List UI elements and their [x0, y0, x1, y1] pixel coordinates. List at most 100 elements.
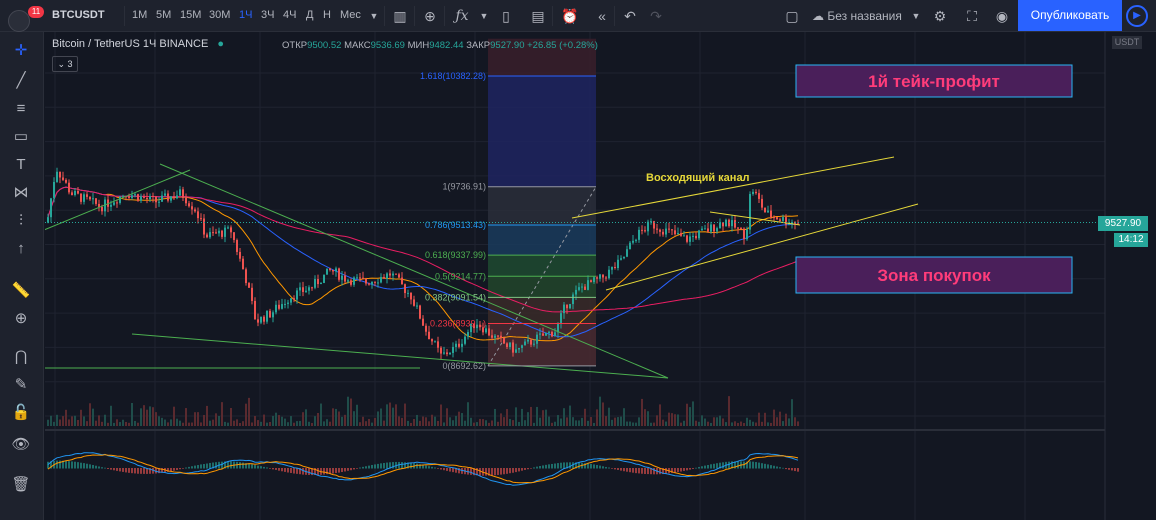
timeframe-week[interactable]: Н: [323, 9, 331, 21]
volume-bar: [707, 421, 709, 426]
candle-body: [335, 268, 337, 272]
magnet-icon[interactable]: ⋂: [14, 348, 28, 365]
pattern-icon[interactable]: ⋈: [13, 184, 29, 201]
publish-button[interactable]: Опубликовать: [1018, 0, 1122, 31]
rectangle-icon[interactable]: ▭: [13, 128, 29, 145]
play-icon[interactable]: ▶: [1126, 5, 1148, 27]
candle-body: [539, 333, 541, 335]
top-toolbar: 11 BTCUSDT 1М 5М 15М 30М 1Ч 3Ч 4Ч Д Н Ме…: [0, 0, 1156, 32]
candle-body: [170, 196, 172, 201]
volume-bar: [398, 416, 400, 426]
indicators-icon[interactable]: ƒx: [455, 8, 469, 24]
candle-body: [638, 229, 640, 240]
undo-icon[interactable]: ↶: [624, 8, 636, 24]
volume-bar: [428, 421, 430, 426]
volume-bar: [722, 418, 724, 426]
candle-body: [290, 298, 292, 303]
eye-icon[interactable]: 👁: [11, 436, 31, 453]
timeframe-4h[interactable]: 4Ч: [283, 9, 297, 21]
candle-body: [707, 228, 709, 232]
redo-icon[interactable]: ↷: [650, 8, 662, 24]
fullscreen-icon[interactable]: ⛶: [967, 8, 977, 24]
volume-bar: [227, 422, 229, 426]
text-icon[interactable]: T: [16, 156, 26, 173]
histogram-bar: [476, 468, 478, 476]
oscillator-pane: [47, 452, 799, 486]
volume-bar: [167, 422, 169, 426]
candle-body: [431, 339, 433, 342]
volume-bar: [245, 403, 247, 426]
templates-icon[interactable]: ▤: [531, 8, 545, 24]
price-chart[interactable]: 1.618(10382.28) 1(9736.91) 0.786(9513.43) 0…: [45, 32, 1111, 520]
grid: [45, 32, 1111, 520]
timeframe-5m[interactable]: 5М: [156, 9, 172, 21]
measure-icon[interactable]: 📏: [11, 282, 31, 299]
user-menu[interactable]: 11: [6, 4, 44, 32]
crosshair-icon[interactable]: ✛: [14, 42, 28, 59]
timeframe-15m[interactable]: 15М: [180, 9, 202, 21]
zoom-icon[interactable]: ⊕: [14, 310, 28, 327]
timeframe-1m[interactable]: 1М: [132, 9, 148, 21]
camera-icon[interactable]: ◉: [995, 8, 1009, 24]
candles-icon[interactable]: ▥: [393, 8, 407, 24]
histogram-bar: [206, 463, 208, 469]
indicators-toggle[interactable]: ⌄ 3: [52, 56, 78, 72]
candle-body: [785, 217, 787, 225]
arrow-up-icon[interactable]: ↑: [17, 240, 25, 257]
histogram-bar: [314, 468, 316, 475]
volume-bar: [86, 421, 88, 426]
layout-name[interactable]: ☁ Без названия: [812, 9, 902, 23]
candle-body: [167, 193, 169, 201]
avatar[interactable]: [8, 10, 30, 32]
candle-body: [548, 331, 550, 333]
chevron-down-icon[interactable]: ▼: [369, 11, 379, 21]
ruler-settings-icon[interactable]: ⫶: [19, 212, 23, 229]
chevron-down-icon[interactable]: ▼: [911, 11, 921, 21]
trash-icon[interactable]: 🗑: [11, 476, 31, 493]
trendline-icon[interactable]: ╱: [16, 72, 26, 89]
symbol-search[interactable]: BTCUSDT: [52, 9, 105, 21]
timeframe-3h[interactable]: 3Ч: [261, 9, 275, 21]
timeframe-1h[interactable]: 1Ч: [239, 9, 253, 21]
candle-body: [371, 281, 373, 285]
volume-bar: [200, 422, 202, 426]
settings-gear-icon[interactable]: ⚙: [933, 8, 947, 24]
chevron-down-icon[interactable]: ▼: [479, 11, 489, 21]
histogram-bar: [530, 468, 532, 469]
pencil-lock-icon[interactable]: ✎: [14, 376, 28, 393]
histogram-bar: [797, 468, 799, 472]
timeframe-day[interactable]: Д: [306, 9, 314, 21]
currency-label[interactable]: USDT: [1112, 36, 1142, 49]
histogram-bar: [623, 468, 625, 472]
histogram-bar: [647, 468, 649, 475]
candle-body: [761, 198, 763, 208]
lock-icon[interactable]: 🔓: [11, 404, 31, 421]
replay-icon[interactable]: «: [598, 8, 606, 24]
histogram-bar: [215, 462, 217, 469]
candle-body: [692, 235, 694, 237]
timeframe-30m[interactable]: 30М: [209, 9, 231, 21]
histogram-bar: [74, 461, 76, 469]
timeframe-month[interactable]: Мес: [340, 9, 361, 21]
compare-add-icon[interactable]: ⊕: [424, 8, 436, 24]
histogram-bar: [173, 468, 175, 471]
histogram-bar: [542, 465, 544, 469]
volume-bar: [497, 421, 499, 426]
financials-icon[interactable]: ▯: [502, 8, 510, 24]
alert-clock-icon[interactable]: ⏰: [561, 8, 579, 24]
volume-bar: [146, 409, 148, 426]
layout-icon[interactable]: ▢: [785, 8, 799, 24]
volume-bar: [65, 409, 67, 426]
candles: [47, 167, 799, 360]
horizontal-lines-icon[interactable]: ≡: [16, 100, 26, 117]
candle-body: [296, 290, 298, 300]
candle-body: [275, 304, 277, 313]
candle-body: [308, 287, 310, 291]
volume-bar: [218, 415, 220, 426]
volume-bar: [137, 422, 139, 426]
volume-bar: [170, 419, 172, 426]
volume-bar: [563, 408, 565, 426]
volume-bar: [425, 417, 427, 426]
candle-body: [74, 190, 76, 196]
candle-body: [410, 292, 412, 300]
